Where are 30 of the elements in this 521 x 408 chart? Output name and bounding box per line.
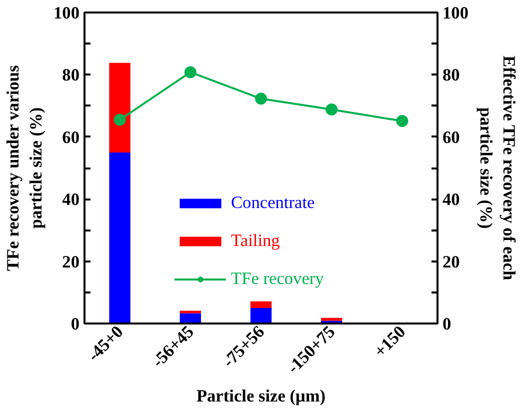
legend-label: Concentrate <box>231 193 315 213</box>
legend-label: TFe recovery <box>231 269 324 289</box>
y-tick-label: 60 <box>62 128 80 147</box>
x-axis-title: Particle size (μm) <box>196 386 326 406</box>
y2-tick-label: 60 <box>442 128 460 147</box>
x-tick-label: +150 <box>370 322 410 361</box>
y2-tick-label: 40 <box>442 190 460 210</box>
y2-tick-label: 80 <box>442 66 460 85</box>
y-tick-label: 100 <box>54 4 80 22</box>
y2-tick-label: 0 <box>442 314 452 334</box>
y-tick-label: 40 <box>62 190 80 210</box>
y2-axis-title: Effective TFe recovery of each particle size (%) <box>476 56 518 280</box>
y-tick-label: 20 <box>62 252 80 272</box>
legend-label: Tailing <box>231 231 280 251</box>
bar <box>109 62 130 152</box>
y-tick-label: 80 <box>62 66 80 85</box>
y2-tick-label: 100 <box>442 4 468 22</box>
y2-tick-label: 20 <box>442 252 460 272</box>
y-tick-label: 0 <box>70 314 80 334</box>
bar <box>109 152 130 324</box>
point <box>114 114 126 126</box>
bar <box>250 308 272 324</box>
y-axis-title: TFe recovery under various particle size (%) <box>4 64 46 272</box>
bar <box>180 313 201 324</box>
point <box>326 104 338 116</box>
bar <box>250 301 272 308</box>
bar <box>180 310 201 314</box>
point <box>396 115 408 128</box>
point <box>255 92 267 105</box>
point <box>184 66 196 78</box>
